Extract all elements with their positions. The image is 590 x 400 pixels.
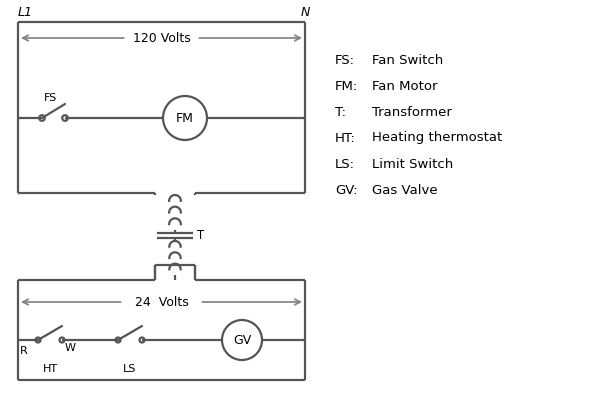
Text: LS:: LS:	[335, 158, 355, 170]
Text: FS: FS	[44, 93, 57, 103]
Text: Limit Switch: Limit Switch	[372, 158, 453, 170]
Text: 120 Volts: 120 Volts	[133, 32, 191, 44]
Text: FM: FM	[176, 112, 194, 124]
Text: Heating thermostat: Heating thermostat	[372, 132, 502, 144]
Text: LS: LS	[123, 364, 137, 374]
Text: 24  Volts: 24 Volts	[135, 296, 188, 308]
Text: T:: T:	[335, 106, 346, 118]
Text: FM:: FM:	[335, 80, 358, 92]
Text: GV:: GV:	[335, 184, 358, 196]
Text: GV: GV	[233, 334, 251, 346]
Text: R: R	[20, 346, 28, 356]
Text: Transformer: Transformer	[372, 106, 452, 118]
Text: Fan Switch: Fan Switch	[372, 54, 443, 66]
Text: HT:: HT:	[335, 132, 356, 144]
Text: L1: L1	[18, 6, 33, 18]
Text: N: N	[300, 6, 310, 18]
Text: FS:: FS:	[335, 54, 355, 66]
Text: Gas Valve: Gas Valve	[372, 184, 438, 196]
Text: HT: HT	[42, 364, 58, 374]
Text: T: T	[197, 229, 204, 242]
Text: Fan Motor: Fan Motor	[372, 80, 438, 92]
Text: W: W	[65, 343, 76, 353]
